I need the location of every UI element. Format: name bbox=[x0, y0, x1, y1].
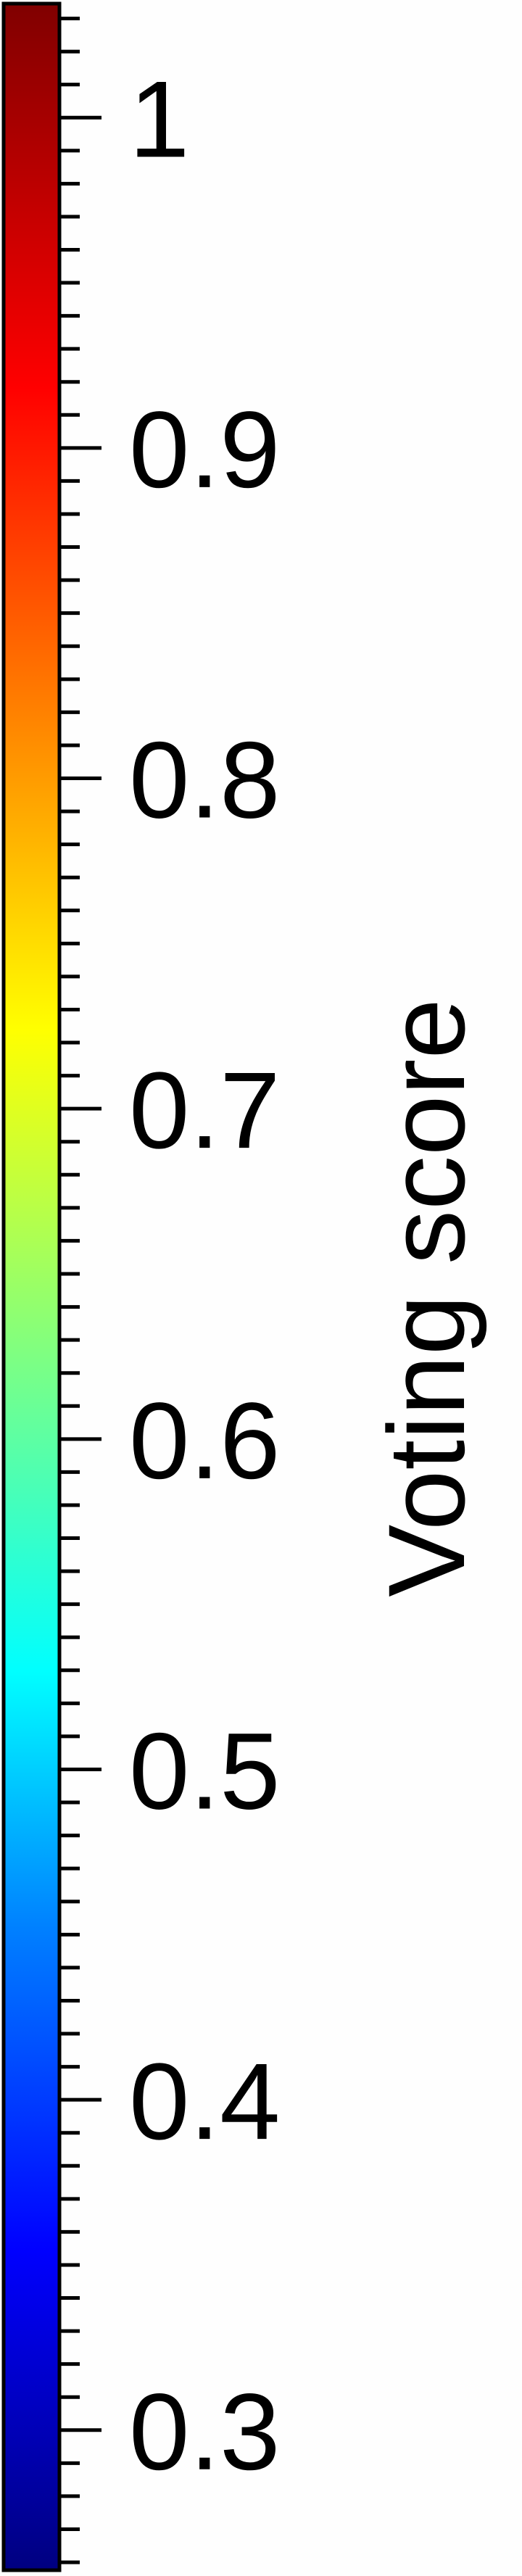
tick-label: 0.5 bbox=[129, 1710, 281, 1831]
axis-label-voting-score: Voting score bbox=[365, 998, 487, 1597]
tick-label: 0.6 bbox=[129, 1380, 281, 1502]
colorbar-gradient bbox=[1, 1, 62, 2572]
tick-label: 0.4 bbox=[129, 2040, 281, 2162]
tick-label: 0.9 bbox=[129, 389, 281, 510]
tick-label: 0.7 bbox=[129, 1049, 281, 1171]
tick-label: 1 bbox=[129, 58, 189, 180]
tick-label: 0.3 bbox=[129, 2371, 281, 2493]
tick-label: 0.8 bbox=[129, 719, 281, 841]
